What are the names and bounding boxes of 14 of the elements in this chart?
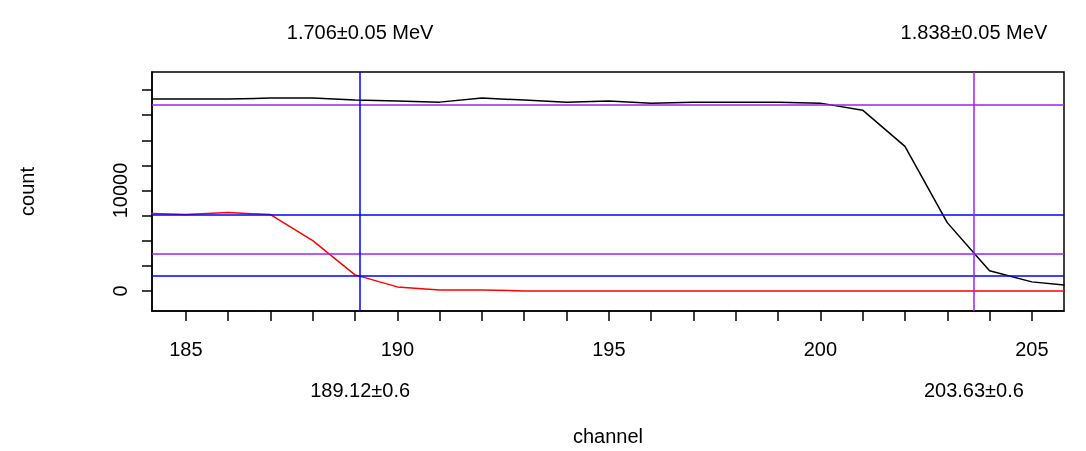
x-tick-label: 195	[592, 338, 626, 360]
ref-line-label: 1.838±0.05 MeV	[900, 21, 1048, 43]
x-tick-label: 185	[169, 338, 203, 360]
x-axis-title: channel	[572, 425, 644, 447]
x-tick-label: 190	[380, 338, 415, 360]
y-axis-title: count	[16, 166, 38, 216]
text: 189.12±0.6	[310, 379, 411, 401]
text: 203.63±0.6	[923, 379, 1024, 401]
x-tick-label: 200	[803, 338, 838, 360]
ref-line-label: 1.706±0.05 MeV	[286, 21, 435, 43]
y-tick-label: 0	[109, 285, 131, 297]
x-tick-label: 205	[1015, 338, 1049, 360]
line-series	[151, 211, 1065, 292]
y-tick-label: 10000	[109, 162, 131, 219]
